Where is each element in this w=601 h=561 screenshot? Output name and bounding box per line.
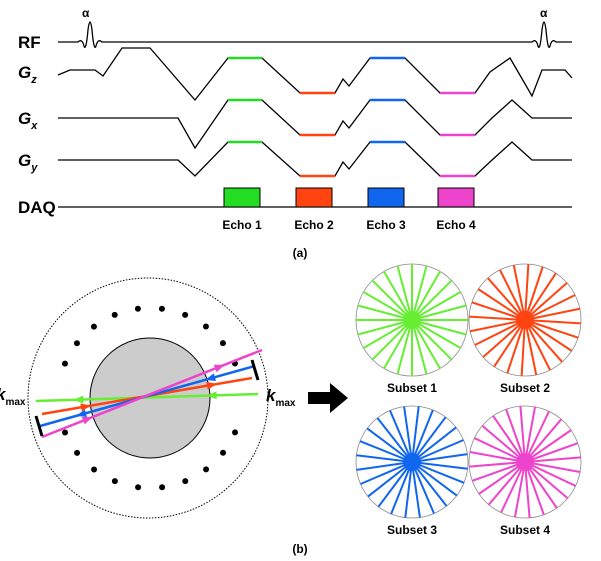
subset-label: Subset 3 [387,523,437,537]
echo-label: Echo 4 [436,218,476,232]
arrowhead [214,365,225,372]
gradient-label: Gx [18,109,38,132]
dot [112,478,118,484]
dot [159,306,165,312]
dot [182,312,188,318]
dot [62,361,68,367]
kmax-label: kmax [0,385,26,408]
dot [182,478,188,484]
daq-label: DAQ [18,198,56,217]
dot [220,450,226,456]
kmax-label: kmax [266,386,296,409]
caption: (a) [293,246,308,260]
dot [203,324,209,330]
dot [135,306,141,312]
subset-label: Subset 2 [500,381,550,395]
echo-label: Echo 2 [294,218,334,232]
echo-label: Echo 1 [222,218,262,232]
flip-angle: α [540,6,548,20]
rf-waveform [58,22,572,47]
subset-center [516,453,534,471]
dot [112,312,118,318]
arrowhead [205,373,216,381]
dot [62,430,68,436]
arrowhead [206,382,217,390]
subset-center [403,453,421,471]
figure: RF α α Gz Gx Gy DAQ (a) kmax kmax Subset… [0,0,601,561]
subsets: Subset 1 Subset 2 Subset 3 Subset 4 [356,264,581,537]
gradient-label: Gy [18,151,38,174]
dot [74,340,80,346]
rf-label: RF [18,33,41,52]
flip-angle: α [82,6,90,20]
arrow [308,383,348,413]
gy-waveform [58,142,572,176]
subset-center [516,311,534,329]
dot [220,340,226,346]
gx-waveform [58,100,572,148]
dot [232,429,238,435]
dot [74,450,80,456]
dot [91,324,97,330]
subset-center [403,311,421,329]
dot [203,466,209,472]
gradient-label: Gz [18,63,37,86]
arrowhead [73,396,83,404]
caption: (b) [292,542,307,556]
subset-label: Subset 4 [500,523,550,537]
dot [159,484,165,490]
dot [91,466,97,472]
arrowhead [80,403,91,411]
dot [135,484,141,490]
daq-window [224,188,260,207]
daq-window [296,188,332,207]
daq-window [368,188,404,207]
daq-window [438,188,474,207]
arrowhead [82,417,93,424]
subset-label: Subset 1 [387,381,437,395]
echo-label: Echo 3 [366,218,406,232]
